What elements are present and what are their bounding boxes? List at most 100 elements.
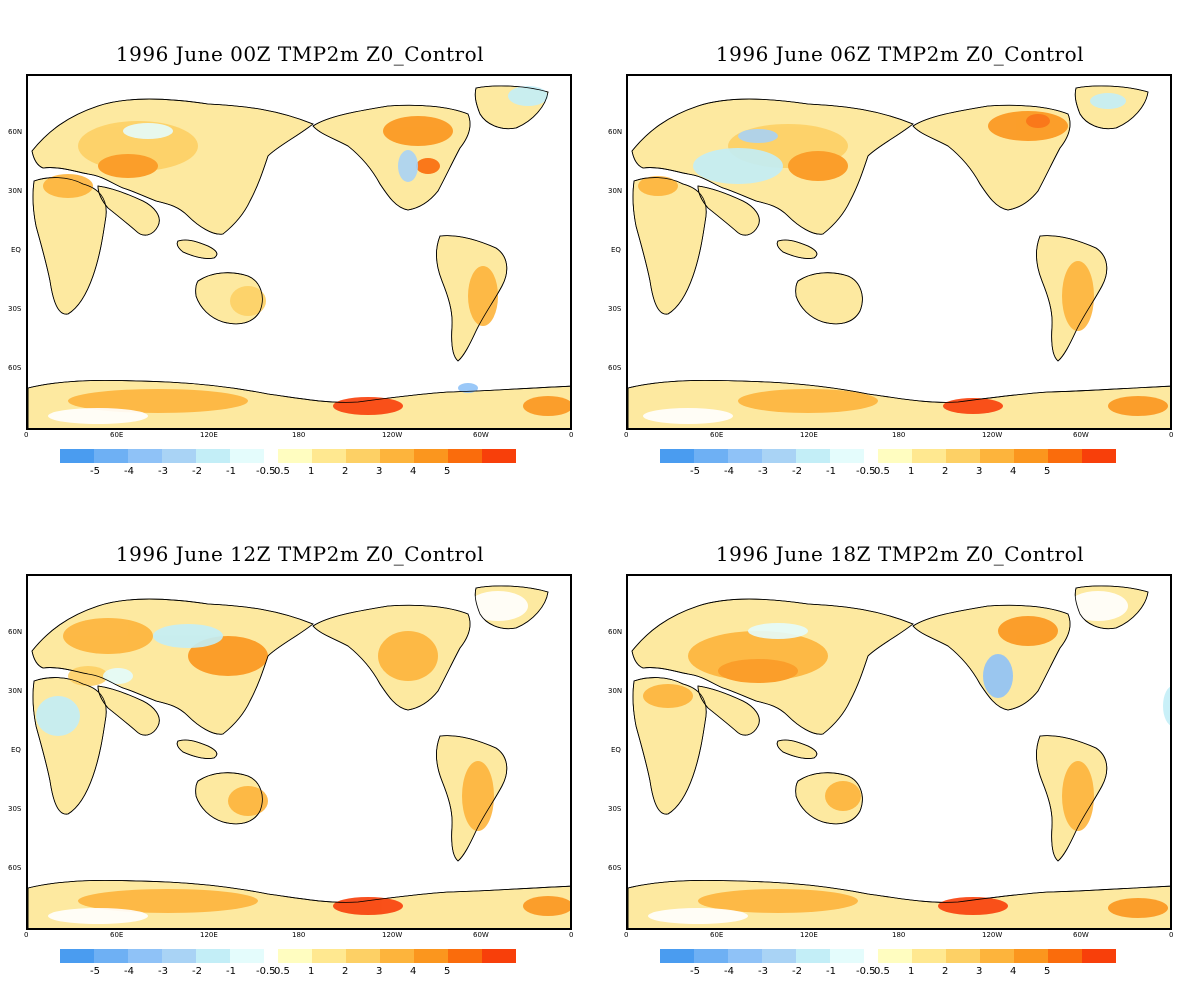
legend-swatch [448, 949, 482, 963]
legend-swatch [728, 949, 762, 963]
lon-label: 60E [110, 431, 124, 439]
lat-label: 60N [608, 628, 623, 636]
lat-label: 30N [8, 687, 23, 695]
map-panel-18z: 1996 June 18Z TMP2m Z0_Control [600, 500, 1200, 1000]
legend-label: -3 [758, 966, 768, 977]
lon-label: 120E [200, 931, 218, 939]
legend-swatch [60, 949, 94, 963]
legend-swatch [448, 449, 482, 463]
lat-label: 30S [608, 805, 622, 813]
temperature-map [626, 574, 1172, 930]
panel-title: 1996 June 00Z TMP2m Z0_Control [115, 42, 485, 66]
legend-swatch [660, 949, 694, 963]
lon-label: 180 [892, 931, 906, 939]
legend-swatch [1048, 949, 1082, 963]
legend-swatch [980, 449, 1014, 463]
legend-label: 3 [376, 466, 383, 477]
legend-swatch [414, 449, 448, 463]
legend-label: 4 [1010, 466, 1017, 477]
legend-label: 3 [976, 466, 983, 477]
legend-swatch [312, 949, 346, 963]
lat-label: 60N [608, 128, 623, 136]
legend-swatch [482, 949, 516, 963]
map-canvas [28, 585, 570, 928]
map-canvas [628, 585, 1170, 928]
lon-label: 60E [110, 931, 124, 939]
temperature-map [26, 74, 572, 430]
lat-label: 30N [608, 687, 623, 695]
legend-label: 5 [444, 966, 451, 977]
legend-label: 2 [942, 466, 949, 477]
lon-label: 60E [710, 931, 724, 939]
cool-anomaly-patches [648, 591, 1170, 924]
cool-anomaly-patches [48, 86, 548, 424]
legend-label: -0.5 [256, 466, 276, 477]
lon-label: 60W [1073, 931, 1089, 939]
legend-label: -1 [826, 466, 836, 477]
legend-label: 0.5 [274, 466, 290, 477]
map-canvas [628, 85, 1170, 428]
legend-label: -4 [124, 966, 134, 977]
legend-swatch [878, 949, 912, 963]
lon-label: 120E [800, 431, 818, 439]
legend-swatch [380, 449, 414, 463]
cool-anomaly-patches [36, 591, 528, 924]
legend-label: -0.5 [256, 966, 276, 977]
map-panel-00z: 1996 June 00Z TMP2m Z0_Control [0, 0, 600, 500]
legend-label: -2 [792, 966, 802, 977]
legend-swatch [128, 949, 162, 963]
legend-label: 1 [308, 466, 315, 477]
legend-swatch [482, 449, 516, 463]
legend-label: 2 [342, 466, 349, 477]
legend-swatch [162, 949, 196, 963]
legend-swatch [60, 449, 94, 463]
panel-title: 1996 June 06Z TMP2m Z0_Control [715, 42, 1085, 66]
lat-label: EQ [611, 246, 621, 254]
legend-swatch [728, 449, 762, 463]
legend-swatch [380, 949, 414, 963]
legend-label: -1 [826, 966, 836, 977]
legend-swatch [94, 949, 128, 963]
legend-swatch [1014, 949, 1048, 963]
legend-label: -4 [724, 466, 734, 477]
lon-label: 180 [292, 931, 306, 939]
legend-label: 1 [908, 966, 915, 977]
legend-swatch [912, 949, 946, 963]
lon-label: 0 [24, 931, 29, 939]
lon-label: 180 [292, 431, 306, 439]
lon-label: 0 [569, 931, 574, 939]
legend-swatch [694, 949, 728, 963]
lon-label: 0 [1169, 931, 1174, 939]
legend-label: -5 [90, 966, 100, 977]
legend-swatch [1048, 449, 1082, 463]
legend-swatch [1082, 449, 1116, 463]
lon-label: 120E [200, 431, 218, 439]
lat-label: 60S [8, 364, 22, 372]
legend-swatch [912, 449, 946, 463]
legend-label: -5 [90, 466, 100, 477]
lat-label: 30N [608, 187, 623, 195]
lat-label: 30S [8, 305, 22, 313]
legend-swatch [830, 449, 864, 463]
legend-label: -2 [192, 466, 202, 477]
legend-swatch [1014, 449, 1048, 463]
legend-label: 3 [376, 966, 383, 977]
lon-label: 120W [382, 431, 403, 439]
legend-swatch [278, 449, 312, 463]
legend-label: -2 [192, 966, 202, 977]
lon-label: 0 [624, 931, 629, 939]
lat-label: 30S [8, 805, 22, 813]
legend-label: -3 [158, 966, 168, 977]
legend-swatch [946, 449, 980, 463]
lon-label: 120W [382, 931, 403, 939]
lon-label: 180 [892, 431, 906, 439]
panel-title: 1996 June 12Z TMP2m Z0_Control [115, 542, 485, 566]
lon-label: 0 [1169, 431, 1174, 439]
legend-label: 1 [908, 466, 915, 477]
legend-label: -2 [792, 466, 802, 477]
lat-label: 60S [608, 364, 622, 372]
legend-label: 4 [410, 466, 417, 477]
legend-swatch [796, 949, 830, 963]
legend-label: 2 [942, 966, 949, 977]
legend-swatch [346, 949, 380, 963]
